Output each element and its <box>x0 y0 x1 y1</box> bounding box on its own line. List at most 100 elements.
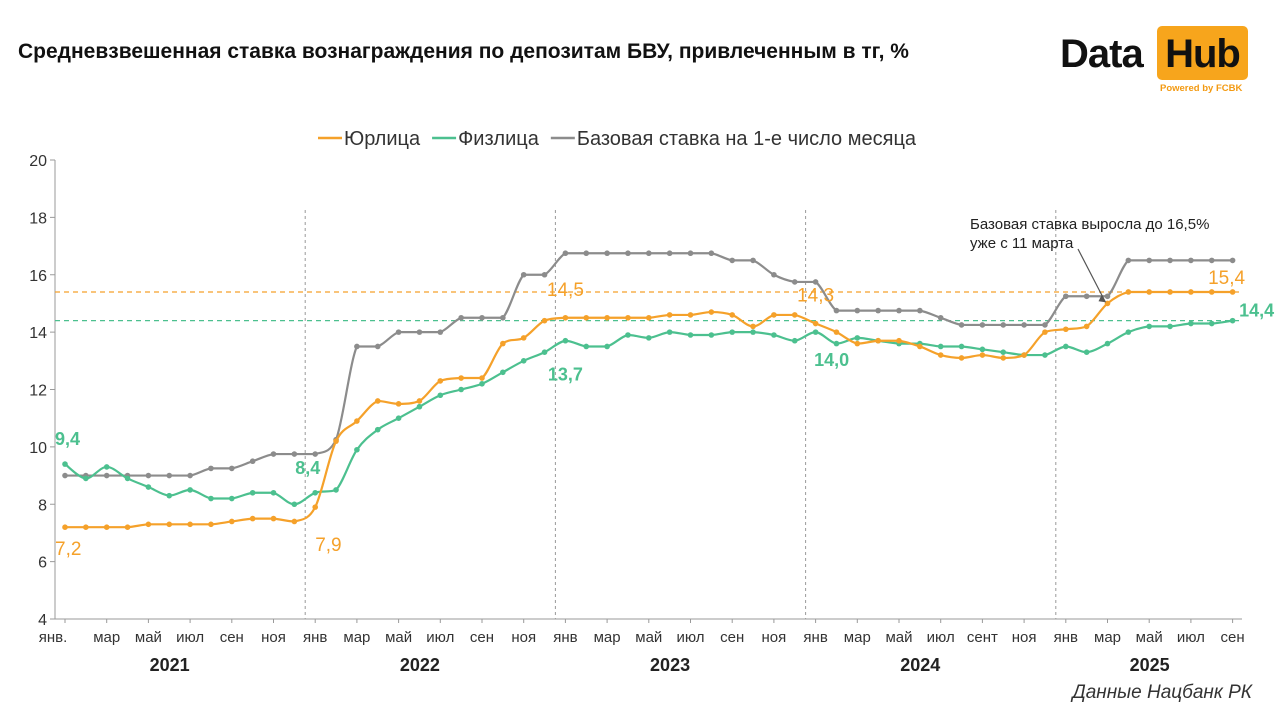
series-point <box>729 312 735 318</box>
data-label: 7,9 <box>315 535 341 556</box>
series-point <box>1083 349 1090 356</box>
series-point <box>562 337 569 344</box>
series-point <box>771 312 777 318</box>
series-point <box>562 250 569 257</box>
series-point <box>1146 257 1152 264</box>
series-point <box>479 380 485 387</box>
y-tick-label: 4 <box>38 612 47 629</box>
y-tick-label: 12 <box>29 383 47 400</box>
series-point <box>291 501 298 508</box>
series-point <box>625 250 631 257</box>
series-point <box>958 322 965 328</box>
series-point <box>1208 257 1215 264</box>
series-point <box>1167 257 1173 264</box>
series-point <box>1229 317 1236 324</box>
series-point <box>1063 293 1069 300</box>
annotation-text: уже с 11 марта <box>970 235 1074 252</box>
data-label: 15,4 <box>1208 268 1245 289</box>
series-point <box>249 489 256 496</box>
series-point <box>103 524 110 530</box>
series-point <box>750 257 756 264</box>
series-point <box>83 475 89 482</box>
series-point <box>479 314 485 321</box>
year-label: 2022 <box>400 655 440 675</box>
legend-label: Юрлица <box>344 128 421 150</box>
series-point <box>729 329 735 335</box>
series-point <box>1229 289 1236 295</box>
series-point <box>1063 326 1069 333</box>
data-label: 8,4 <box>295 458 320 478</box>
series-point <box>312 489 319 496</box>
x-tick-label: май <box>385 629 412 646</box>
series-point <box>500 314 506 321</box>
data-label: 9,4 <box>55 429 80 449</box>
y-tick-label: 18 <box>29 210 47 227</box>
series-point <box>666 329 673 335</box>
year-label: 2023 <box>650 655 690 675</box>
data-label: 14,0 <box>814 350 849 370</box>
series-point <box>1146 289 1152 295</box>
series-point <box>708 332 715 338</box>
series-point <box>458 375 464 381</box>
series-point <box>541 271 548 278</box>
logo-hub-box: Hub <box>1157 26 1248 80</box>
series-point <box>229 518 235 525</box>
series-point <box>1125 289 1132 295</box>
series-point <box>708 250 715 257</box>
series-point <box>1021 352 1027 358</box>
chart-title: Средневзвешенная ставка вознаграждения п… <box>18 40 909 63</box>
series-point <box>1188 257 1194 264</box>
x-tick-label: июл <box>927 629 955 646</box>
series-point <box>729 257 735 264</box>
series-point <box>1083 323 1090 330</box>
data-label: 14,4 <box>1239 301 1274 321</box>
series-point <box>124 475 131 482</box>
x-tick-label: июл <box>676 629 704 646</box>
series-point <box>937 343 944 350</box>
series-point <box>1042 322 1048 328</box>
series-point <box>646 250 652 257</box>
series-point <box>541 349 548 356</box>
series-point <box>791 279 798 285</box>
series-point <box>604 343 610 350</box>
series-point <box>750 329 756 335</box>
x-tick-label: ноя <box>1012 629 1037 646</box>
series-point <box>208 465 214 472</box>
series-point <box>83 524 89 530</box>
series-point <box>520 271 527 278</box>
year-label: 2021 <box>150 655 190 675</box>
series-point <box>395 401 402 407</box>
series-point <box>1000 322 1007 328</box>
series-point <box>333 438 339 444</box>
series-point <box>1229 257 1236 264</box>
series-point <box>666 312 673 318</box>
series-point <box>520 358 527 364</box>
series-point <box>687 312 694 318</box>
series-point <box>1188 320 1194 327</box>
logo-powered-text: Powered by FCBK <box>1160 83 1243 94</box>
series-point <box>604 250 610 257</box>
x-tick-label: мар <box>343 629 370 646</box>
series-point <box>291 518 298 525</box>
series-point <box>646 314 652 321</box>
series-point <box>374 398 381 404</box>
series-point <box>208 495 214 502</box>
series-point <box>1021 322 1027 328</box>
x-tick-label: май <box>885 629 912 646</box>
y-tick-label: 10 <box>29 440 47 457</box>
series-point <box>1188 289 1194 295</box>
series-point <box>937 352 944 358</box>
x-tick-label: янв <box>553 629 577 646</box>
series-point <box>687 250 694 257</box>
series-point <box>583 250 590 257</box>
series-point <box>896 307 902 314</box>
series-point <box>416 329 423 335</box>
series-point <box>875 337 881 344</box>
series-point <box>562 314 569 321</box>
series-point <box>875 307 881 314</box>
x-tick-label: мар <box>594 629 621 646</box>
series-point <box>354 418 360 424</box>
series-point <box>958 343 965 350</box>
series-point <box>896 337 902 344</box>
series-point <box>854 307 861 314</box>
